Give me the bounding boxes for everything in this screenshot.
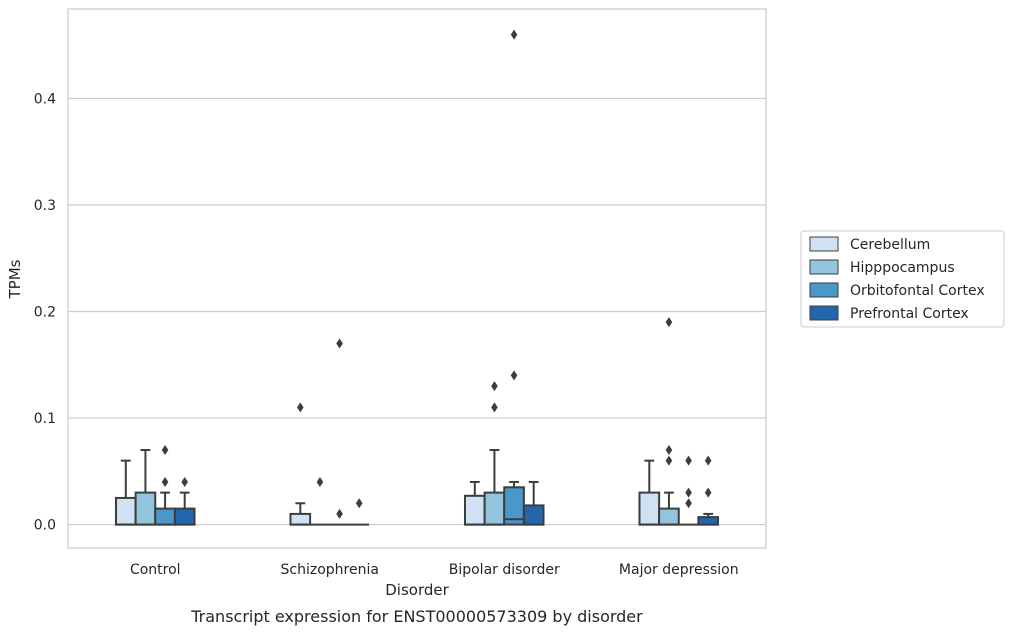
box-3-1	[349, 498, 370, 526]
y-tick-label: 0.1	[34, 411, 56, 427]
y-tick-label: 0.4	[34, 91, 56, 107]
box-3-0	[173, 476, 196, 526]
box-0-1	[289, 402, 312, 526]
outlier-point	[491, 402, 498, 413]
outlier-point	[316, 476, 324, 487]
x-tick-label: Bipolar disorder	[449, 562, 560, 578]
outlier-point	[181, 476, 188, 487]
outlier-point	[336, 338, 343, 349]
box-0-0	[114, 459, 137, 526]
outlier-point	[161, 476, 169, 487]
outlier-point	[704, 487, 712, 498]
box-body	[173, 507, 196, 526]
outlier-point	[510, 29, 518, 40]
outlier-point	[685, 498, 692, 509]
box-body	[463, 494, 486, 526]
legend: Cerebellum Hipppocampus Orbitofontal Corte…	[800, 230, 1005, 328]
y-tick-label: 0.3	[34, 198, 56, 214]
legend-swatch	[809, 282, 839, 298]
x-tick-label: Major depression	[619, 562, 739, 578]
legend-swatch	[809, 236, 839, 252]
outlier-point	[704, 455, 712, 466]
outlier-point	[161, 445, 169, 455]
outlier-point	[665, 455, 673, 466]
outlier-point	[665, 317, 673, 328]
outlier-point	[510, 370, 518, 381]
plot-frame	[67, 8, 767, 549]
box-3-3	[697, 455, 720, 526]
x-tick-label: Control	[130, 562, 181, 578]
legend-label: Hipppocampus	[850, 260, 955, 276]
box-2-3	[678, 455, 699, 526]
outlier-point	[491, 381, 498, 392]
box-body	[483, 491, 506, 526]
box-0-2	[463, 480, 486, 526]
x-axis-title: Disorder	[385, 581, 449, 599]
box-1-2	[483, 381, 506, 526]
box-1-3	[658, 317, 680, 526]
box-body	[658, 507, 680, 526]
box-2-2	[503, 29, 525, 526]
box-1-0	[134, 449, 157, 526]
outlier-point	[685, 487, 692, 498]
outlier-point	[336, 508, 343, 519]
outlier-point	[685, 455, 692, 466]
box-0-3	[638, 459, 661, 526]
box-body	[114, 496, 137, 526]
box-2-1	[329, 338, 350, 526]
legend-frame	[800, 230, 1005, 328]
box-body	[289, 512, 312, 526]
box-2-0	[154, 445, 176, 526]
box-body	[154, 507, 176, 526]
box-3-2	[522, 480, 545, 526]
box-layer	[114, 29, 720, 526]
box-body	[638, 491, 661, 526]
legend-label: Prefrontal Cortex	[850, 306, 969, 322]
legend-label: Orbitofontal Cortex	[850, 283, 985, 299]
box-body	[134, 491, 157, 526]
x-tick-label: Schizophrenia	[281, 562, 379, 578]
x-tick-labels: Control Schizophrenia Bipolar disorder Majo…	[130, 562, 739, 578]
outlier-point	[355, 498, 363, 509]
legend-swatch	[809, 259, 839, 275]
outlier-point	[297, 402, 304, 413]
y-tick-labels: 0.0 0.1 0.2 0.3 0.4	[34, 91, 56, 533]
y-axis-title: TPMs	[6, 259, 24, 299]
chart-caption: Transcript expression for ENST0000057330…	[190, 607, 643, 626]
grid-layer	[68, 97, 766, 526]
y-tick-label: 0.0	[34, 518, 56, 534]
outlier-point	[665, 445, 673, 455]
box-1-1	[310, 476, 330, 526]
y-tick-label: 0.2	[34, 305, 56, 321]
legend-swatch	[809, 305, 839, 321]
box-body	[522, 504, 545, 526]
legend-label: Cerebellum	[850, 237, 930, 253]
box-body	[697, 516, 720, 526]
